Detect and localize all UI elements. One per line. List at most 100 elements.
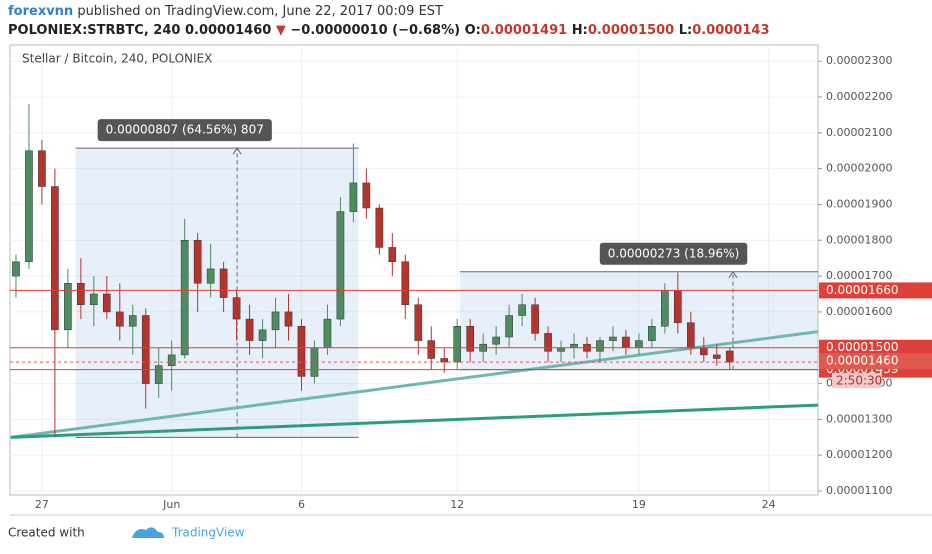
change: −0.00000010 (−0.68%) [290, 23, 460, 38]
measure-label: 0.00000273 (18.96%) [608, 246, 739, 260]
candle-body [284, 311, 293, 327]
y-tick-label: 0.00002000 [826, 162, 892, 175]
published: published on TradingView.com, June 22, 2… [73, 4, 443, 19]
candle-body [193, 240, 202, 284]
last: 0.00001460 [185, 23, 271, 38]
measure-label-bg [599, 242, 748, 265]
measure-arrowhead [728, 270, 738, 279]
candle-body [544, 333, 552, 352]
candle-body [90, 293, 98, 306]
price-label: 0.00001460 [826, 354, 899, 368]
candle-body [427, 340, 436, 359]
measure-label-bg [97, 119, 272, 142]
candle-body [466, 326, 475, 352]
y-tick-label: 0.00002100 [826, 126, 892, 139]
y-tick-label: 0.00001300 [826, 412, 892, 425]
candle-body [635, 340, 643, 348]
candle-body [362, 182, 371, 209]
candle-body [349, 182, 358, 212]
x-tick-label: Jun [162, 498, 180, 511]
price-label: 0.00001500 [826, 340, 899, 354]
o-label: O: [465, 23, 481, 38]
o-value: 0.00001491 [481, 23, 567, 38]
candle-body [699, 347, 708, 356]
candle-body [115, 311, 124, 327]
y-tick-label: 0.00001700 [826, 269, 892, 282]
candle-body [712, 354, 721, 359]
footer-brand: TradingView [171, 526, 245, 540]
candle-body [141, 315, 150, 384]
candle-body [388, 247, 397, 263]
candle-body [25, 150, 33, 263]
candle-body [64, 283, 72, 331]
price-label-bg [819, 353, 932, 370]
candle-body [167, 354, 176, 366]
candle-body [622, 336, 630, 348]
author: forexvnn [8, 4, 73, 19]
candle-body [686, 322, 695, 348]
y-tick-label: 0.00001600 [826, 305, 892, 318]
l-value: 0.0000143 [692, 23, 769, 38]
candle-body [323, 318, 332, 348]
candle-body [180, 240, 189, 356]
price-label: 0.00001660 [826, 283, 899, 297]
quote-line: POLONIEX:STRBTC, 240 0.00001460 ▼ −0.000… [8, 23, 770, 38]
candle-body [401, 261, 410, 306]
candle-body [232, 297, 241, 320]
candle-body [414, 304, 423, 341]
x-tick-label: 27 [35, 498, 49, 511]
candle-body [531, 304, 539, 334]
candle-body [258, 329, 267, 341]
l-label: L: [679, 23, 692, 38]
countdown-bg [832, 373, 882, 389]
candle-body [674, 290, 682, 323]
candle-body [297, 326, 306, 377]
header-line: forexvnn published on TradingView.com, J… [8, 4, 443, 19]
candle-body [206, 268, 215, 284]
candle-body [375, 207, 384, 248]
candle-body [245, 318, 254, 341]
candle-body [336, 211, 345, 320]
candle-body [570, 343, 578, 348]
candle-body [271, 311, 280, 331]
candle-body [505, 315, 513, 338]
candle-body [661, 290, 669, 327]
candle-body [725, 350, 734, 363]
chart-title: Stellar / Bitcoin, 240, POLONIEX [22, 52, 212, 66]
candle-body [453, 326, 462, 363]
logo [132, 527, 164, 538]
y-tick-label: 0.00001200 [826, 448, 892, 461]
candle-body [557, 347, 565, 352]
candle-body [609, 336, 617, 341]
countdown: 2:50:30 [836, 374, 882, 388]
candle-body [102, 293, 111, 313]
y-tick-label: 0.00002200 [826, 90, 892, 103]
candle-body [77, 283, 85, 306]
price-label-bg [819, 339, 932, 356]
h-value: 0.00001500 [588, 23, 674, 38]
h-label: H: [572, 23, 588, 38]
symbol: POLONIEX:STRBTC, 240 [8, 23, 180, 38]
candle-body [596, 340, 604, 352]
trendline [10, 330, 819, 439]
arrow: ▼ [276, 23, 286, 38]
footer-created: Created with [8, 526, 85, 540]
measure-box [75, 148, 359, 438]
y-tick-label: 0.00002300 [826, 54, 892, 67]
candle-body [518, 304, 526, 316]
candle-body [12, 261, 20, 277]
trendline [10, 403, 819, 439]
x-tick-label: 24 [762, 498, 776, 511]
x-tick-label: 19 [632, 498, 646, 511]
candle-body [154, 365, 163, 384]
y-tick-label: 0.00001100 [826, 484, 892, 497]
x-tick-label: 6 [298, 498, 305, 511]
plot-frame [9, 44, 819, 496]
price-label-bg [819, 282, 932, 299]
x-tick-label: 12 [450, 498, 464, 511]
y-tick-label: 0.00001900 [826, 197, 892, 210]
candle-body [51, 186, 59, 331]
candle-body [38, 150, 46, 187]
